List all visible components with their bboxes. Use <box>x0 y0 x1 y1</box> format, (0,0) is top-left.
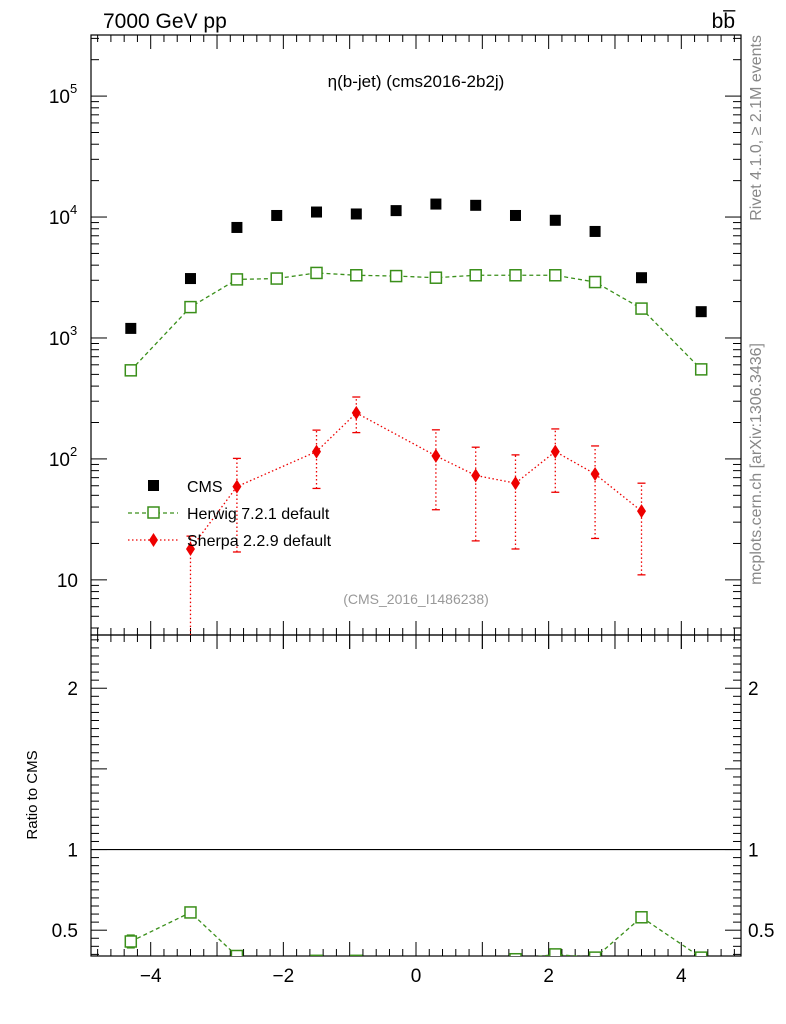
sherpa-point <box>550 444 560 459</box>
ratio-herwig-point <box>430 965 441 976</box>
ratio-y-tick-label: 0.5 <box>52 921 78 942</box>
cms-point <box>125 322 137 334</box>
analysis-watermark: (CMS_2016_I1486238) <box>343 591 489 607</box>
y-tick-label: 10 <box>49 208 70 229</box>
cms-point <box>231 221 243 233</box>
y-tick-exponent: 4 <box>70 202 77 217</box>
y-tick-label: 10 <box>49 450 70 471</box>
cms-point <box>549 214 561 226</box>
ratio-panel-data <box>124 906 708 976</box>
legend-herwig-marker <box>147 506 160 519</box>
sherpa-point <box>232 479 242 494</box>
legend-cms-label: CMS <box>187 479 223 496</box>
ratio-herwig-point <box>350 954 363 956</box>
x-tick-label: 4 <box>676 966 687 987</box>
herwig-point <box>509 269 522 282</box>
cms-point <box>589 225 601 237</box>
legend-sherpa-marker <box>149 533 158 547</box>
y-tick-label: 10 <box>57 571 78 592</box>
herwig-point <box>350 269 363 282</box>
cms-point <box>695 306 707 318</box>
herwig-point <box>588 275 602 289</box>
sherpa-point <box>351 405 361 420</box>
x-axis-ticks: −4 −2 0 2 4 <box>97 35 735 987</box>
process-label: bb̅ <box>712 10 737 33</box>
herwig-point <box>230 273 244 286</box>
y-tick-label: 10 <box>49 329 70 350</box>
sherpa-point <box>185 541 195 556</box>
herwig-point <box>635 302 648 315</box>
herwig-point <box>469 269 482 282</box>
legend-sherpa-label: Sherpa 2.2.9 default <box>187 533 332 550</box>
cms-point <box>430 198 442 210</box>
herwig-point <box>270 272 283 285</box>
herwig-point <box>124 364 138 377</box>
ratio-y-tick-label-right: 2 <box>748 679 759 700</box>
sherpa-point <box>590 467 600 482</box>
x-tick-label: −4 <box>140 966 162 987</box>
x-tick-label: 0 <box>411 966 422 987</box>
ratio-herwig-point <box>310 954 323 956</box>
ratio-herwig-point <box>124 935 138 948</box>
ratio-y-tick-label: 1 <box>67 841 78 862</box>
cms-point <box>184 273 196 285</box>
plot-title: η(b-jet) (cms2016-2b2j) <box>328 72 505 91</box>
legend: CMS Herwig 7.2.1 default Sherpa 2.2.9 de… <box>128 479 332 550</box>
cms-point <box>350 208 362 220</box>
ratio-herwig-point <box>509 952 522 956</box>
legend-herwig-label: Herwig 7.2.1 default <box>187 506 330 523</box>
cms-point <box>311 206 323 218</box>
y-tick-label: 10 <box>49 87 70 108</box>
ratio-herwig-point <box>184 906 197 919</box>
sherpa-point <box>510 476 520 491</box>
cms-point <box>470 199 482 211</box>
y-tick-exponent: 3 <box>70 323 77 338</box>
sherpa-point <box>471 468 481 483</box>
cms-point <box>390 205 402 217</box>
herwig-point <box>429 271 443 284</box>
herwig-point <box>389 269 403 283</box>
ratio-herwig-point <box>391 959 402 970</box>
rivet-version-label: Rivet 4.1.0, ≥ 2.1M events <box>748 35 765 221</box>
ratio-y-tick-label-right: 1 <box>748 841 759 862</box>
x-tick-label: 2 <box>543 966 554 987</box>
ratio-herwig-line <box>130 911 700 956</box>
sherpa-point <box>431 448 441 463</box>
x-tick-label: −2 <box>273 966 295 987</box>
y-tick-exponent: 2 <box>70 444 77 459</box>
y-tick-exponent: 5 <box>70 81 77 96</box>
cms-point <box>636 272 648 284</box>
mcplots-label: mcplots.cern.ch [arXiv:1306.3436] <box>748 343 765 585</box>
herwig-point <box>549 269 562 282</box>
ratio-herwig-point <box>230 949 244 956</box>
cms-point <box>509 209 521 221</box>
sherpa-line <box>189 412 642 550</box>
ratio-herwig-point <box>588 951 602 956</box>
top-panel-data <box>124 198 708 635</box>
legend-cms-marker <box>148 480 159 491</box>
cms-point <box>271 209 283 221</box>
ratio-y-tick-label: 2 <box>67 679 78 700</box>
herwig-point <box>184 300 197 314</box>
ratio-y-label: Ratio to CMS <box>24 750 41 839</box>
sherpa-point <box>312 444 322 459</box>
energy-label: 7000 GeV pp <box>103 10 227 33</box>
ratio-herwig-point <box>694 951 708 956</box>
herwig-line <box>130 272 702 371</box>
ratio-y-tick-label-right: 0.5 <box>748 921 774 942</box>
herwig-point <box>310 266 323 280</box>
ratio-herwig-point <box>549 948 562 956</box>
ratio-herwig-point <box>470 963 481 974</box>
sherpa-point <box>637 504 647 519</box>
ratio-herwig-point <box>635 911 648 924</box>
ratio-panel-ticks: 0.5 0.5 1 1 2 2 <box>52 639 774 955</box>
herwig-point <box>694 363 708 376</box>
